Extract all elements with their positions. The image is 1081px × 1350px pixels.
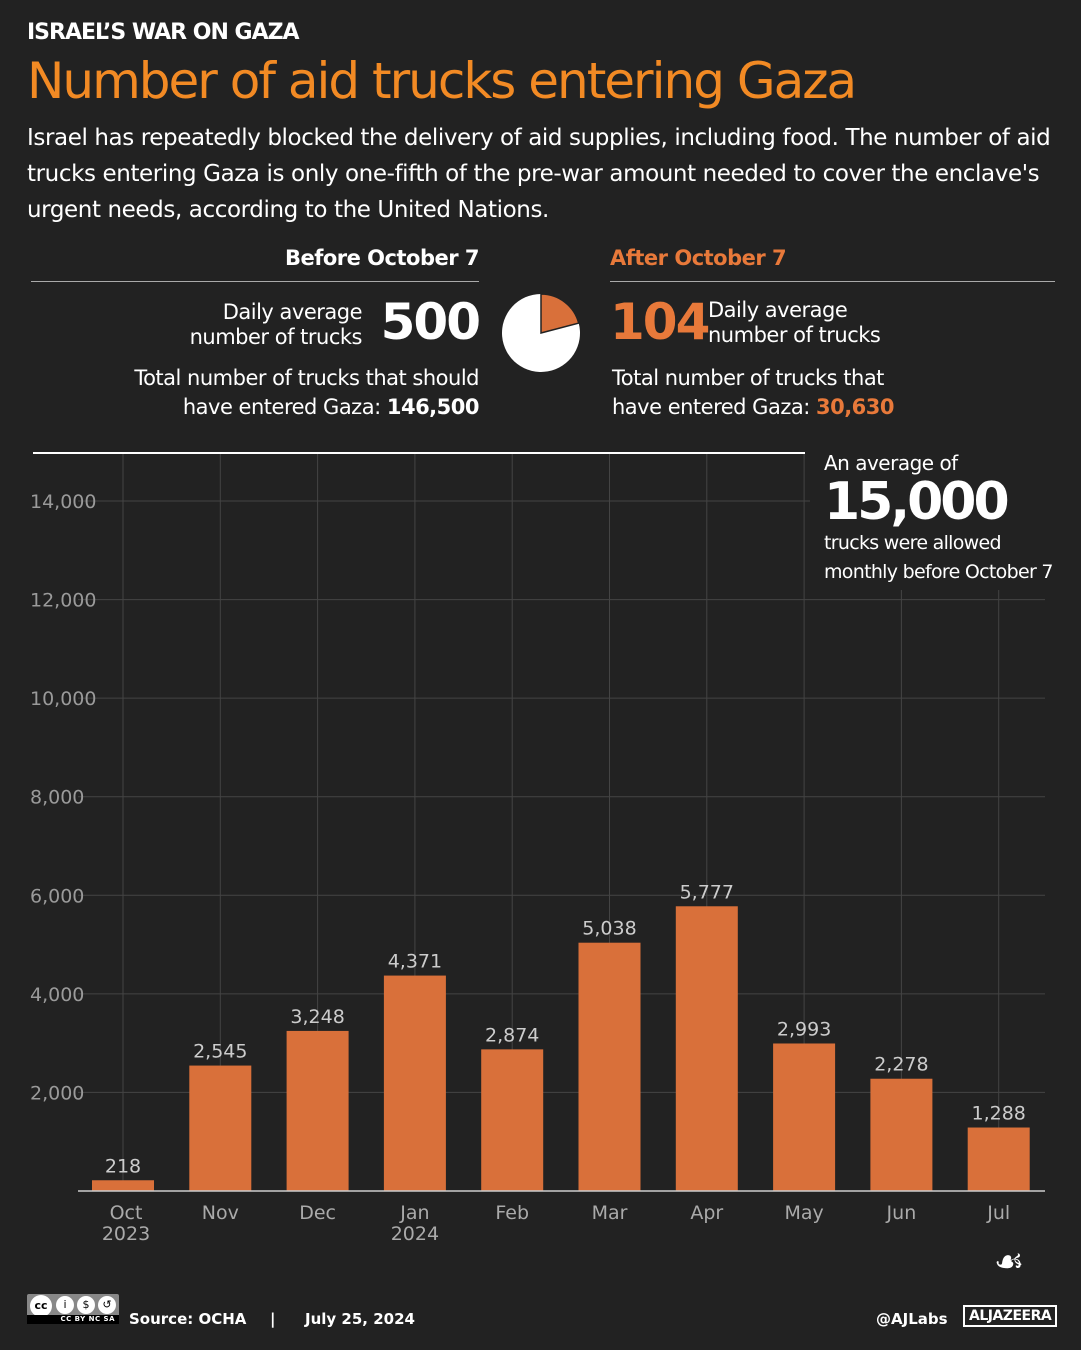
after-total: Total number of trucks that have entered… (612, 364, 895, 422)
bar (578, 942, 641, 1191)
x-tick-label: Jun (886, 1202, 917, 1224)
y-tick-label: 14,000 (30, 491, 96, 513)
annotation-line: monthly before October 7 (824, 561, 1053, 583)
bar (383, 975, 446, 1191)
x-tick-label: Mar (592, 1202, 628, 1224)
cc-license-badge: cc i $ ↺ CC BY NC SA (27, 1294, 119, 1324)
x-tick-label: Nov (202, 1202, 239, 1224)
pie-chart (502, 293, 580, 372)
subtitle: Israel has repeatedly blocked the delive… (27, 125, 1051, 223)
y-tick-label: 4,000 (30, 984, 84, 1006)
x-tick-label: Jul (986, 1202, 1010, 1224)
after-heading: After October 7 (610, 246, 787, 270)
x-tick-label: Oct (110, 1202, 143, 1224)
bar (773, 1043, 836, 1191)
after-daily-label: Daily average number of trucks (708, 298, 881, 348)
data-label: 2,545 (193, 1041, 247, 1063)
annotation-backdrop (810, 440, 1081, 590)
y-tick-label: 6,000 (30, 885, 84, 907)
after-rule (610, 281, 1055, 282)
date: July 25, 2024 (305, 1310, 415, 1328)
data-label: 2,993 (777, 1018, 831, 1040)
aljazeera-logo-icon: ☙ (993, 1242, 1025, 1282)
bar (870, 1078, 933, 1191)
cc-icon: cc (30, 1295, 52, 1317)
bar (286, 1030, 349, 1191)
x-tick-label: May (784, 1202, 823, 1224)
annotation-line: trucks were allowed (824, 532, 1002, 554)
y-tick-label: 8,000 (30, 787, 84, 809)
by-icon: i (56, 1296, 74, 1314)
kicker: ISRAEL’S WAR ON GAZA (27, 20, 300, 45)
sa-icon: ↺ (98, 1296, 116, 1314)
brand-logo: ALJAZEERA (963, 1305, 1058, 1327)
license-text: CC BY NC SA (27, 1315, 119, 1324)
bar (675, 906, 738, 1191)
y-tick-label: 10,000 (30, 688, 96, 710)
bar-chart: 2,000 4,000 6,000 8,000 10,000 12,000 14,000 2… (30, 440, 1081, 1245)
bar (967, 1127, 1030, 1191)
separator: | (270, 1310, 276, 1328)
data-label: 3,248 (290, 1006, 344, 1028)
label-line: Total number of trucks that (612, 366, 884, 390)
page-title: Number of aid trucks entering Gaza (27, 52, 857, 110)
data-label: 2,874 (485, 1024, 539, 1046)
pie-slice-after (540, 293, 580, 334)
source: Source: OCHA (129, 1310, 247, 1328)
data-label: 5,777 (680, 881, 734, 903)
label-line: number of trucks (708, 323, 881, 347)
before-total: Total number of trucks that should have … (134, 364, 479, 422)
x-tick-label: Apr (690, 1202, 723, 1224)
data-label: 5,038 (582, 918, 636, 940)
label-line: have entered Gaza: (182, 395, 381, 419)
label-line: Daily average (708, 298, 848, 322)
x-tick-label: Feb (495, 1202, 529, 1224)
data-label: 4,371 (388, 951, 442, 973)
bar (92, 1180, 154, 1191)
y-axis: 2,000 4,000 6,000 8,000 10,000 12,000 14,000 (30, 491, 96, 1104)
before-daily-value: 500 (380, 293, 481, 351)
handle: @AJLabs (876, 1310, 948, 1328)
bar (481, 1049, 544, 1191)
after-total-value: 30,630 (815, 395, 895, 419)
label-line: Daily average (222, 300, 363, 324)
x-tick-label: 2024 (391, 1223, 439, 1245)
label-line: number of trucks (189, 325, 363, 349)
data-label: 218 (105, 1155, 141, 1177)
after-daily-value: 104 (610, 293, 710, 351)
before-rule (31, 281, 479, 282)
nc-icon: $ (77, 1296, 95, 1314)
bars: 218 2,545 3,248 4,371 2,874 5,038 5,777 2,993 2,… (92, 881, 1030, 1191)
annotation: An average of 15,000 trucks were allowed… (824, 451, 1053, 587)
before-total-value: 146,500 (386, 395, 480, 419)
data-label: 2,278 (874, 1054, 928, 1076)
annotation-line: An average of (824, 451, 958, 475)
x-tick-label: 2023 (102, 1223, 150, 1245)
label-line: Total number of trucks that should (134, 366, 479, 390)
y-tick-label: 12,000 (30, 590, 96, 612)
label-line: have entered Gaza: (612, 395, 810, 419)
data-label: 1,288 (971, 1103, 1025, 1125)
x-tick-label: Dec (299, 1202, 336, 1224)
bar (189, 1065, 252, 1191)
before-heading: Before October 7 (284, 246, 480, 270)
before-daily-label: Daily average number of trucks (189, 300, 363, 350)
y-tick-label: 2,000 (30, 1082, 84, 1104)
x-tick-label: Jan (399, 1202, 429, 1224)
annotation-value: 15,000 (824, 472, 1010, 532)
